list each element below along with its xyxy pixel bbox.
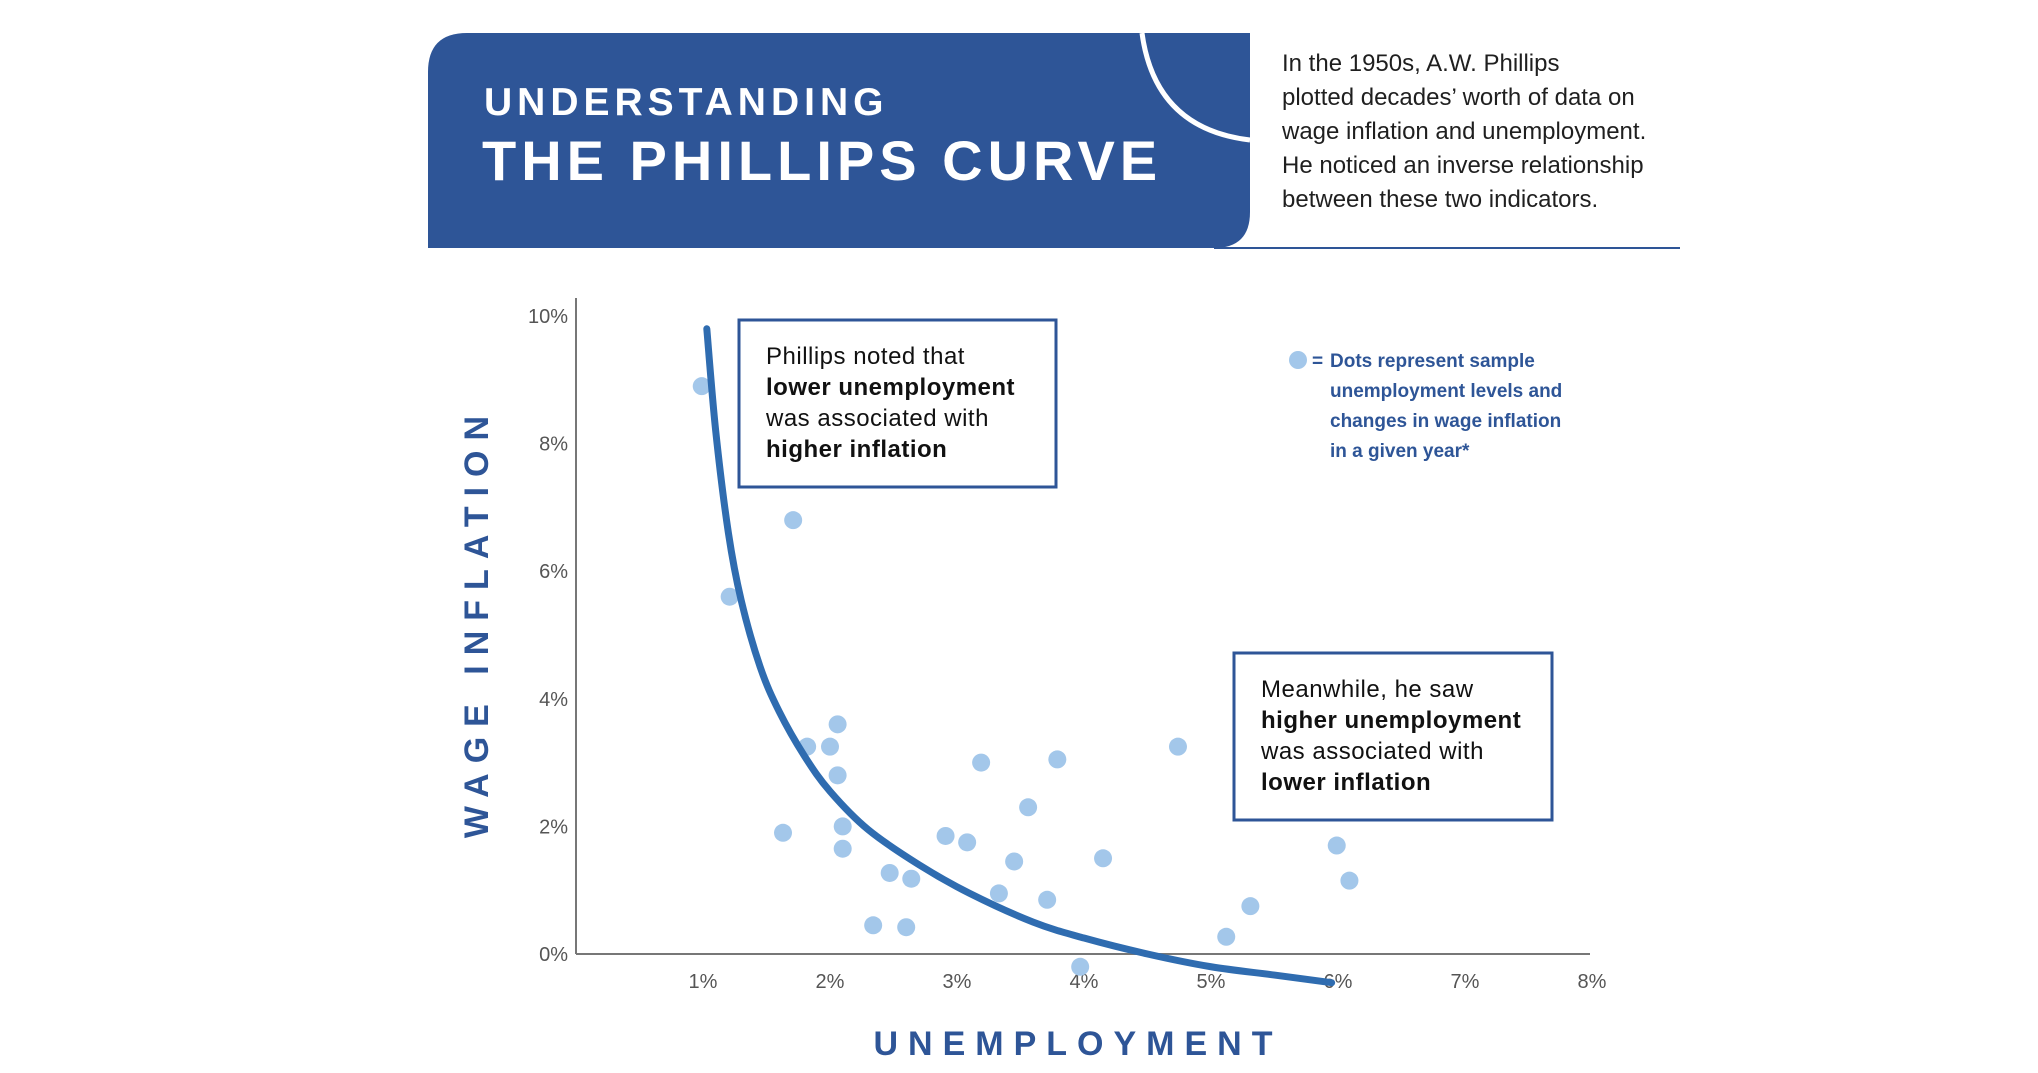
x-tick-label: 6% <box>1324 971 1353 993</box>
intro-line: He noticed an inverse relationship <box>1282 152 1644 179</box>
legend-text: Dots represent sample unemployment levels… <box>1330 351 1562 462</box>
phillips-curve-line <box>703 325 1336 987</box>
chart: 0% 2% 4% 6% 8% 10% 1% 2% 3% 4% 5% 6% 7% 8% UNEMPLOYM… <box>458 298 1607 1063</box>
annotation-emphasis: lower inflation <box>1261 769 1431 796</box>
annotation-emphasis: lower unemployment <box>766 374 1015 401</box>
y-tick-label: 10% <box>528 306 568 328</box>
data-point <box>1340 871 1359 890</box>
data-point <box>1071 957 1090 976</box>
annotation-emphasis: higher unemployment <box>1261 707 1521 734</box>
annotation-line: lower unemployment <box>766 374 1015 401</box>
y-tick-labels: 0% 2% 4% 6% 8% 10% <box>528 306 568 966</box>
data-point <box>864 916 883 935</box>
annotation-phrase: was associated with <box>1260 738 1484 765</box>
intro-paragraph: In the 1950s, A.W. Phillips plotted decad… <box>1281 50 1646 213</box>
legend-dot-marker <box>1289 351 1307 369</box>
annotation-line: higher inflation <box>766 436 947 463</box>
annotation-phrase: was associated with <box>765 405 989 432</box>
data-point <box>880 863 899 882</box>
annotation-top-box <box>737 318 1058 489</box>
annotation-phrase: Meanwhile, he saw <box>1261 676 1474 703</box>
x-tick-labels: 1% 2% 3% 4% 5% 6% 7% 8% <box>689 971 1607 993</box>
data-point <box>1168 737 1187 756</box>
y-tick-label: 0% <box>539 944 568 966</box>
annotation-bottom: Meanwhile, he saw higher unemployment was … <box>1232 651 1554 822</box>
legend-equals: = <box>1312 351 1323 372</box>
data-point <box>1038 890 1057 909</box>
intro-line: plotted decades’ worth of data on <box>1282 84 1635 111</box>
x-axis-title: UNEMPLOYMENT <box>874 1025 1283 1063</box>
annotation-line: Meanwhile, he saw <box>1261 676 1474 703</box>
data-point <box>936 826 955 845</box>
data-point <box>989 884 1008 903</box>
header-banner: UNDERSTANDING THE PHILLIPS CURVE <box>428 32 1680 249</box>
legend-line: Dots represent sample <box>1330 351 1535 372</box>
data-point <box>1005 852 1024 871</box>
data-point <box>897 918 916 937</box>
data-point <box>774 823 793 842</box>
annotation-emphasis: higher inflation <box>766 436 947 463</box>
annotation-line: was associated with <box>1260 738 1484 765</box>
intro-line: between these two indicators. <box>1282 186 1598 213</box>
x-tick-label: 1% <box>689 971 718 993</box>
y-tick-label: 4% <box>539 689 568 711</box>
banner-title-line1: UNDERSTANDING <box>484 81 888 124</box>
annotation-bottom-text: Meanwhile, he saw higher unemployment was … <box>1260 676 1521 796</box>
data-point <box>720 587 739 606</box>
intro-line: In the 1950s, A.W. Phillips <box>1282 50 1560 77</box>
banner-title-line2: THE PHILLIPS CURVE <box>482 129 1162 192</box>
data-point <box>902 869 921 888</box>
banner-swoosh <box>1139 32 1251 143</box>
data-point <box>1094 849 1113 868</box>
data-point <box>1048 750 1067 769</box>
data-points <box>692 377 1359 976</box>
x-tick-label: 7% <box>1451 971 1480 993</box>
data-point <box>1217 927 1236 946</box>
data-point <box>833 817 852 836</box>
y-axis-title: WAGE INFLATION <box>458 406 496 838</box>
y-tick-label: 8% <box>539 434 568 456</box>
data-point <box>828 766 847 785</box>
data-point <box>828 715 847 734</box>
legend-line: unemployment levels and <box>1330 381 1562 402</box>
legend-line: in a given year* <box>1330 441 1470 462</box>
data-point <box>1327 836 1346 855</box>
x-tick-label: 3% <box>943 971 972 993</box>
data-point <box>1019 798 1038 817</box>
annotation-line: lower inflation <box>1261 769 1431 796</box>
data-point <box>833 839 852 858</box>
data-point <box>1241 897 1260 916</box>
x-tick-label: 5% <box>1197 971 1226 993</box>
annotation-top: Phillips noted that lower unemployment was… <box>737 318 1058 489</box>
annotation-bottom-box <box>1232 651 1554 822</box>
data-point <box>784 511 803 530</box>
y-tick-label: 6% <box>539 561 568 583</box>
data-point <box>692 377 711 396</box>
x-tick-label: 8% <box>1578 971 1607 993</box>
legend: = Dots represent sample unemployment leve… <box>1289 351 1562 462</box>
data-point <box>972 753 991 772</box>
data-point <box>958 833 977 852</box>
y-tick-label: 2% <box>539 816 568 838</box>
annotation-phrase: Phillips noted that <box>766 343 965 370</box>
x-tick-label: 4% <box>1070 971 1099 993</box>
annotation-line: was associated with <box>765 405 989 432</box>
x-tick-label: 2% <box>816 971 845 993</box>
annotation-line: higher unemployment <box>1261 707 1521 734</box>
annotation-top-text: Phillips noted that lower unemployment was… <box>765 343 1015 463</box>
data-point <box>821 737 839 756</box>
intro-line: wage inflation and unemployment. <box>1281 118 1646 145</box>
legend-line: changes in wage inflation <box>1330 411 1561 432</box>
banner-shape <box>428 33 1250 248</box>
annotation-line: Phillips noted that <box>766 343 965 370</box>
